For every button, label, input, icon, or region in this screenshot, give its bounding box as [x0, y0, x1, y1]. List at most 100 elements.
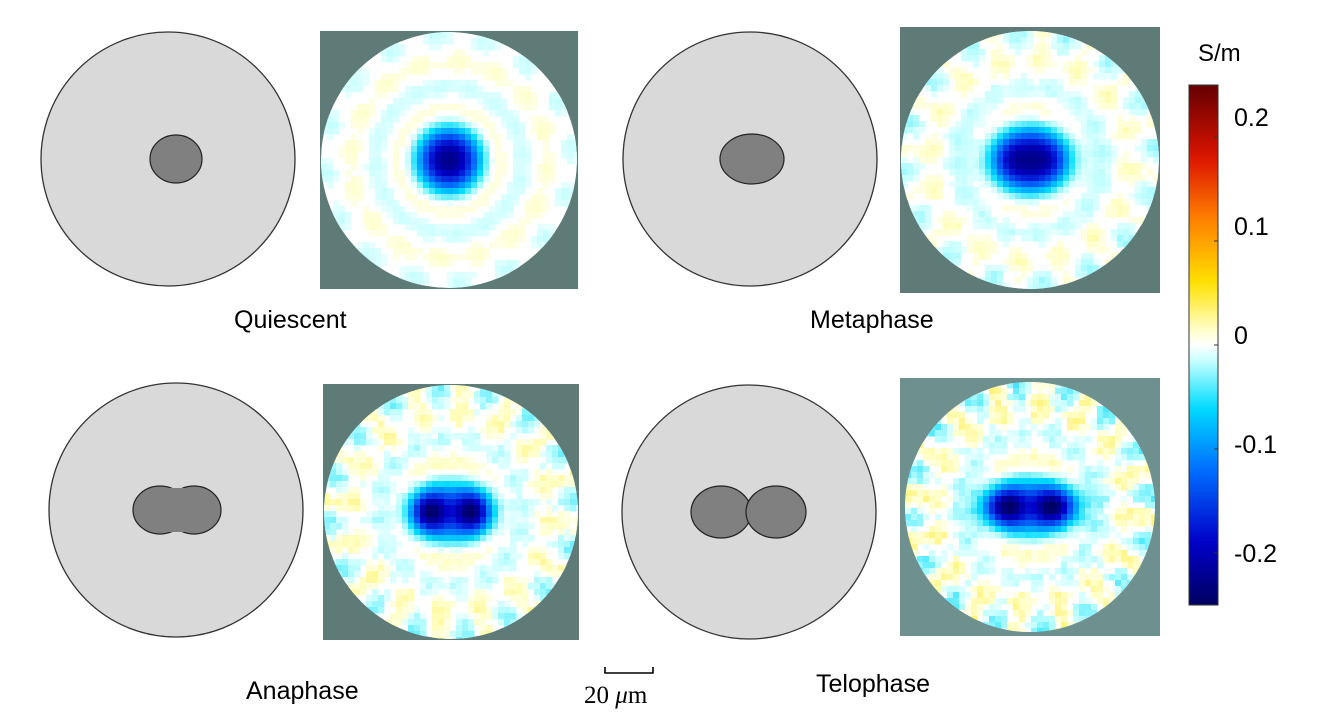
map-pixel [417, 86, 424, 93]
map-pixel [519, 170, 526, 177]
map-pixel [1139, 484, 1146, 491]
map-pixel [1055, 526, 1062, 533]
map-pixel [1033, 121, 1040, 128]
map-pixel [953, 406, 960, 413]
map-pixel [570, 475, 577, 482]
map-pixel [495, 170, 502, 177]
map-pixel [462, 517, 469, 524]
map-pixel [1007, 526, 1014, 533]
map-pixel [959, 490, 966, 497]
map-pixel [384, 451, 391, 458]
map-pixel [1037, 418, 1044, 425]
map-pixel [390, 547, 397, 554]
map-pixel [1057, 259, 1064, 266]
map-pixel [330, 511, 337, 518]
map-pixel [417, 140, 424, 147]
map-pixel [1079, 490, 1086, 497]
map-pixel [1015, 205, 1022, 212]
map-pixel [959, 400, 966, 407]
map-pixel [339, 218, 346, 225]
map-pixel [1085, 394, 1092, 401]
map-pixel [1049, 628, 1056, 632]
map-pixel [985, 277, 992, 284]
map-pixel [1021, 193, 1028, 200]
map-pixel [911, 478, 918, 485]
map-pixel [1009, 79, 1016, 86]
map-pixel [1019, 496, 1026, 503]
map-pixel [1001, 472, 1008, 479]
map-pixel [1103, 526, 1110, 533]
map-pixel [977, 520, 984, 527]
map-pixel [489, 212, 496, 219]
map-pixel [1025, 514, 1032, 521]
map-pixel [522, 427, 529, 434]
map-pixel [540, 529, 547, 536]
map-pixel [961, 199, 968, 206]
map-pixel [504, 559, 511, 566]
map-pixel [432, 487, 439, 494]
map-pixel [1111, 157, 1118, 164]
map-pixel [420, 481, 427, 488]
map-pixel [1009, 247, 1016, 254]
map-pixel [426, 529, 433, 536]
map-pixel [474, 583, 481, 590]
map-pixel [953, 532, 960, 539]
map-pixel [372, 493, 379, 500]
map-pixel [462, 631, 469, 638]
map-pixel [1109, 472, 1116, 479]
map-pixel [1063, 277, 1070, 284]
map-pixel [576, 493, 578, 500]
map-pixel [973, 205, 980, 212]
map-pixel [453, 188, 460, 195]
map-pixel [1145, 532, 1152, 539]
map-pixel [543, 236, 550, 243]
map-pixel [997, 193, 1004, 200]
map-pixel [991, 247, 998, 254]
map-pixel [537, 116, 544, 123]
map-pixel [447, 272, 454, 279]
map-pixel [360, 517, 367, 524]
map-pixel [516, 523, 523, 530]
map-pixel [1105, 139, 1112, 146]
map-pixel [546, 451, 553, 458]
map-pixel [489, 128, 496, 135]
map-pixel [1031, 520, 1038, 527]
map-pixel [441, 86, 448, 93]
map-pixel [937, 229, 944, 236]
map-pixel [510, 565, 517, 572]
map-pixel [507, 242, 514, 249]
map-pixel [411, 182, 418, 189]
map-pixel [1099, 163, 1106, 170]
map-pixel [971, 532, 978, 539]
map-pixel [483, 98, 490, 105]
map-pixel [1099, 55, 1106, 62]
map-pixel [363, 68, 370, 75]
map-pixel [534, 547, 541, 554]
map-pixel [375, 248, 382, 255]
map-pixel [432, 463, 439, 470]
map-pixel [432, 445, 439, 452]
map-pixel [453, 206, 460, 213]
map-pixel [558, 475, 565, 482]
map-pixel [474, 433, 481, 440]
map-pixel [979, 109, 986, 116]
map-pixel [360, 505, 367, 512]
map-pixel [501, 200, 508, 207]
map-pixel [378, 571, 385, 578]
map-pixel [378, 481, 385, 488]
map-pixel [967, 175, 974, 182]
map-pixel [1063, 247, 1070, 254]
map-pixel [474, 469, 481, 476]
map-pixel [991, 187, 998, 194]
map-pixel [360, 439, 367, 446]
map-pixel [570, 517, 577, 524]
map-pixel [378, 565, 385, 572]
map-pixel [432, 607, 439, 614]
map-pixel [1129, 97, 1136, 104]
map-pixel [905, 478, 912, 485]
map-pixel [1031, 514, 1038, 521]
map-pixel [576, 505, 578, 512]
map-pixel [477, 68, 484, 75]
map-pixel [381, 56, 388, 63]
map-pixel [1109, 418, 1116, 425]
